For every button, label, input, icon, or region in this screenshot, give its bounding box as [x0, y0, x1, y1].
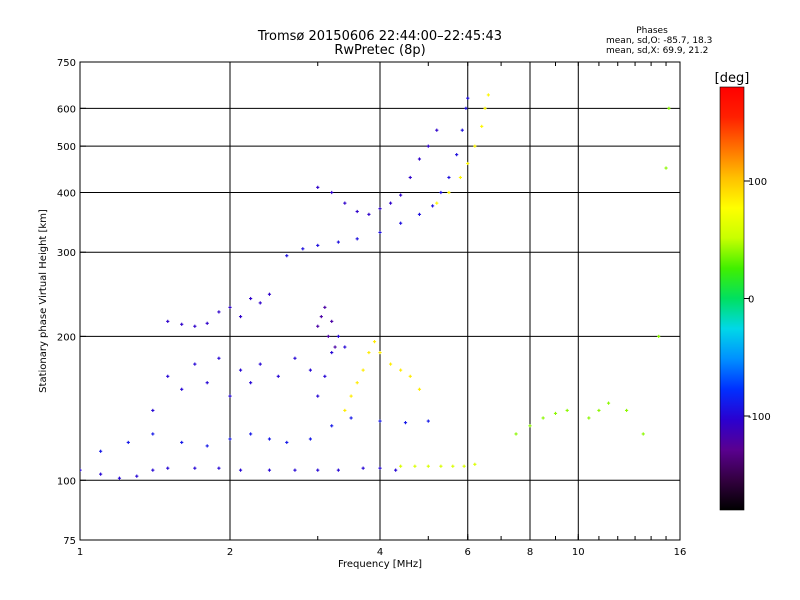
colorbar-tick-label: -100 — [748, 412, 771, 423]
x-tick-label: 4 — [377, 547, 383, 558]
x-tick-label: 2 — [227, 547, 233, 558]
y-axis-label: Stationary phase Virtual Height [km] — [38, 209, 49, 393]
x-tick-label: 6 — [465, 547, 471, 558]
grid — [80, 62, 680, 540]
colorbar-label: [deg] — [715, 71, 750, 86]
phase-stats-x: mean, sd,X: 69.9, 21.2 — [606, 46, 708, 56]
chart-title: Tromsø 20150606 22:44:00–22:45:43 — [257, 29, 502, 44]
x-tick-label: 16 — [674, 547, 687, 558]
x-axis-label: Frequency [MHz] — [338, 559, 422, 570]
x-axis-ticks: 1 2 4 6 8 10 16 — [77, 62, 687, 558]
y-axis-ticks: 75 100 200 300 400 500 600 750 — [57, 58, 86, 547]
chart-subtitle: RwPretec (8p) — [334, 43, 425, 58]
colorbar: [deg] 100 0 -100 — [715, 71, 771, 511]
y-tick-label: 100 — [57, 476, 76, 487]
y-tick-label: 750 — [57, 58, 76, 69]
colorbar-ticks: 100 0 -100 — [744, 177, 771, 423]
data-points — [80, 93, 671, 480]
y-tick-label: 500 — [57, 142, 76, 153]
phase-stats: Phases mean, sd,O: -85.7, 18.3 mean, sd,… — [606, 26, 712, 56]
colorbar-gradient — [719, 86, 745, 511]
x-tick-label: 10 — [572, 547, 585, 558]
colorbar-tick-label: 0 — [748, 295, 754, 306]
y-tick-label: 400 — [57, 188, 76, 199]
y-tick-label: 200 — [57, 332, 76, 343]
y-tick-label: 600 — [57, 104, 76, 115]
y-tick-label: 75 — [63, 536, 76, 547]
x-tick-label: 1 — [77, 547, 83, 558]
phase-stats-title: Phases — [636, 26, 668, 36]
phase-stats-o: mean, sd,O: -85.7, 18.3 — [606, 36, 712, 46]
y-tick-label: 300 — [57, 248, 76, 259]
colorbar-tick-label: 100 — [748, 177, 767, 188]
x-tick-label: 8 — [527, 547, 533, 558]
